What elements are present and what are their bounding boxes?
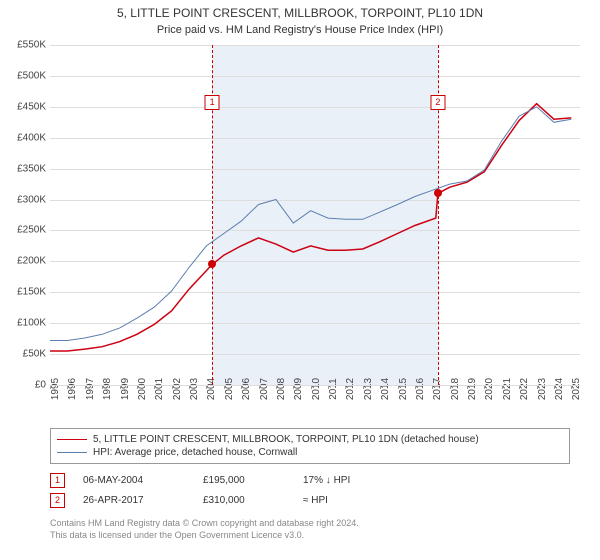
chart-title: 5, LITTLE POINT CRESCENT, MILLBROOK, TOR… [0, 0, 600, 22]
transaction-table: 1 06-MAY-2004 £195,000 17% ↓ HPI 2 26-AP… [50, 470, 393, 510]
footer-line: Contains HM Land Registry data © Crown c… [50, 518, 359, 530]
y-axis-label: £400K [17, 132, 46, 143]
chart-container: 5, LITTLE POINT CRESCENT, MILLBROOK, TOR… [0, 0, 600, 560]
y-axis-label: £350K [17, 163, 46, 174]
transaction-price: £195,000 [203, 475, 303, 486]
marker-index-box: 2 [430, 95, 445, 110]
y-axis-label: £450K [17, 101, 46, 112]
transaction-index: 2 [50, 493, 65, 508]
legend-label: 5, LITTLE POINT CRESCENT, MILLBROOK, TOR… [93, 434, 479, 445]
transaction-price: £310,000 [203, 495, 303, 506]
y-axis-label: £200K [17, 256, 46, 267]
footer-line: This data is licensed under the Open Gov… [50, 530, 359, 542]
plot-area: £0£50K£100K£150K£200K£250K£300K£350K£400… [50, 45, 580, 386]
series-line-hpi [50, 107, 571, 341]
transaction-delta: ≈ HPI [303, 495, 393, 506]
y-axis-label: £550K [17, 40, 46, 51]
y-axis-label: £500K [17, 70, 46, 81]
y-axis-label: £100K [17, 318, 46, 329]
footer-attribution: Contains HM Land Registry data © Crown c… [50, 518, 359, 541]
legend-label: HPI: Average price, detached house, Corn… [93, 447, 297, 458]
transaction-row: 1 06-MAY-2004 £195,000 17% ↓ HPI [50, 470, 393, 490]
legend-box: 5, LITTLE POINT CRESCENT, MILLBROOK, TOR… [50, 428, 570, 464]
chart-subtitle: Price paid vs. HM Land Registry's House … [0, 22, 600, 36]
y-axis-label: £50K [23, 349, 46, 360]
grid-line [50, 385, 580, 386]
chart-area: £0£50K£100K£150K£200K£250K£300K£350K£400… [50, 45, 580, 385]
y-axis-label: £300K [17, 194, 46, 205]
transaction-date: 26-APR-2017 [83, 495, 203, 506]
marker-index-box: 1 [205, 95, 220, 110]
transaction-delta: 17% ↓ HPI [303, 475, 393, 486]
legend-item: 5, LITTLE POINT CRESCENT, MILLBROOK, TOR… [57, 433, 563, 446]
marker-dot [208, 260, 216, 268]
marker-dot [434, 189, 442, 197]
line-series-svg [50, 45, 580, 385]
transaction-row: 2 26-APR-2017 £310,000 ≈ HPI [50, 490, 393, 510]
y-axis-label: £250K [17, 225, 46, 236]
transaction-index: 1 [50, 473, 65, 488]
transaction-date: 06-MAY-2004 [83, 475, 203, 486]
legend-item: HPI: Average price, detached house, Corn… [57, 446, 563, 459]
y-axis-label: £150K [17, 287, 46, 298]
series-line-price_paid [50, 104, 571, 351]
legend-swatch [57, 452, 87, 453]
legend-swatch [57, 439, 87, 441]
y-axis-label: £0 [35, 380, 46, 391]
